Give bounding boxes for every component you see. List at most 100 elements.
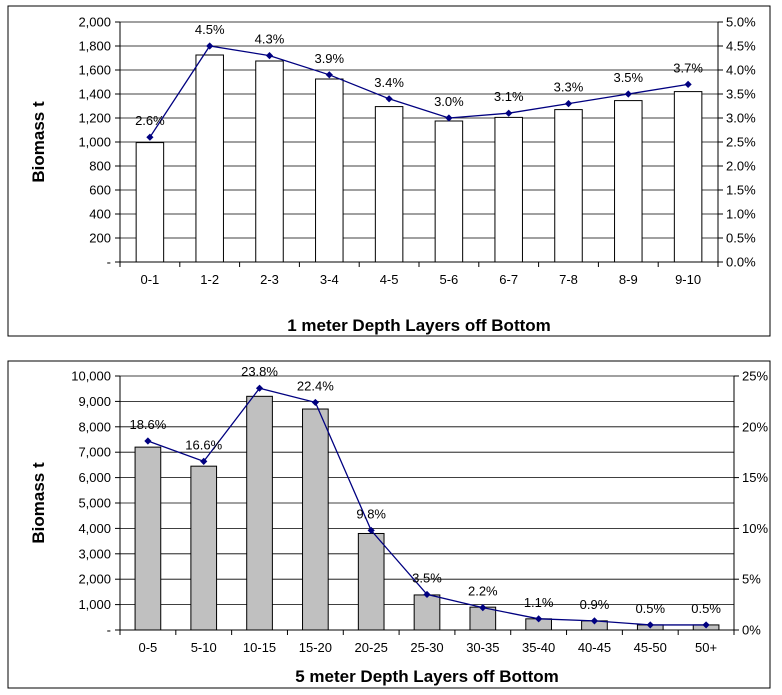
line-marker (206, 42, 214, 50)
line-marker (367, 526, 375, 535)
x-tick-label: 6-7 (499, 272, 518, 287)
line-marker (325, 71, 333, 79)
chart-1: - 200 400 600 800 1,000 1,200 1,400 1,600 1,800 2,… (7, 5, 771, 337)
bar-9-10 (673, 91, 703, 263)
data-label: 22.4% (297, 378, 334, 393)
data-label: 3.5% (613, 70, 643, 85)
x-axis-title: 5 meter Depth Layers off Bottom (295, 667, 559, 686)
bar-0-1 (135, 142, 165, 263)
line-marker (144, 437, 152, 445)
bar-4-5 (374, 106, 404, 263)
y2-tick-label: 1.5% (726, 183, 756, 198)
data-label: 0.5% (635, 601, 665, 616)
y2-tick-label: 0.0% (726, 255, 756, 270)
data-label: 0.5% (691, 601, 721, 616)
line-marker (445, 114, 453, 122)
data-label: 23.8% (241, 364, 278, 379)
y-tick-label: 10,000 (71, 369, 111, 384)
bar-15-20 (302, 408, 329, 631)
x-axis-title: 1 meter Depth Layers off Bottom (287, 316, 551, 335)
y-tick-label: 1,800 (78, 39, 111, 54)
x-tick-label: 5-10 (191, 640, 217, 655)
x-tick-label: 3-4 (320, 272, 339, 287)
x-tick-label: 1-2 (200, 272, 219, 287)
line-marker (385, 95, 393, 103)
y2-tick-label: 5.0% (726, 15, 756, 30)
x-tick-label: 5-6 (440, 272, 459, 287)
line-marker (505, 109, 513, 117)
y2-tick-label: 4.0% (726, 63, 756, 78)
x-tick-label: 0-5 (139, 640, 158, 655)
x-tick-label: 35-40 (522, 640, 555, 655)
line-marker (564, 100, 573, 108)
data-label: 0.9% (580, 597, 610, 612)
y2-tick-label: 5% (742, 572, 761, 587)
y-tick-label: 400 (89, 207, 111, 222)
data-label: 18.6% (129, 417, 166, 432)
bar-2-3 (255, 60, 284, 263)
y2-tick-label: 3.0% (726, 111, 756, 126)
line-marker (702, 621, 710, 629)
chart-2: - 1,000 2,000 3,000 4,000 5,000 6,000 7,000 8,00… (7, 360, 771, 689)
bar-6-7 (494, 116, 523, 263)
y-tick-label: 8,000 (78, 419, 111, 434)
y-tick-label: - (107, 255, 111, 270)
line-marker (255, 384, 264, 392)
x-tick-label: 4-5 (380, 272, 399, 287)
x-tick-label: 45-50 (634, 640, 667, 655)
data-label: 3.0% (434, 94, 464, 109)
x-tick-label: 30-35 (466, 640, 499, 655)
data-label: 3.9% (314, 51, 344, 66)
bar-5-10 (190, 465, 218, 631)
x-tick-label: 15-20 (299, 640, 332, 655)
bar-20-25 (357, 532, 385, 631)
y-tick-label: 1,200 (78, 111, 111, 126)
data-label: 2.2% (468, 584, 498, 599)
bar-10-15 (246, 395, 273, 631)
data-label: 3.1% (494, 89, 524, 104)
data-label: 3.3% (554, 80, 584, 95)
bar-8-9 (614, 100, 643, 263)
y2-tick-label: 2.5% (726, 135, 756, 150)
y2-tick-label: 20% (742, 419, 768, 434)
line-marker (265, 52, 274, 60)
x-tick-label: 7-8 (559, 272, 578, 287)
bar-3-4 (315, 78, 344, 263)
y-tick-label: 4,000 (78, 521, 111, 536)
line-marker (311, 398, 319, 407)
y-tick-label: 7,000 (78, 445, 111, 460)
data-label: 1.1% (524, 595, 554, 610)
x-tick-label: 20-25 (355, 640, 388, 655)
data-label: 4.3% (255, 32, 285, 47)
y2-tick-label: 2.0% (726, 159, 756, 174)
y2-tick-label: 0% (742, 623, 761, 638)
y2-tick-label: 15% (742, 470, 768, 485)
y-tick-label: 5,000 (78, 496, 111, 511)
line-marker (590, 617, 599, 625)
x-tick-label: 9-10 (675, 272, 701, 287)
line-marker (200, 457, 208, 465)
y-tick-label: 9,000 (78, 394, 111, 409)
y-tick-label: 1,000 (78, 135, 111, 150)
x-tick-label: 40-45 (578, 640, 611, 655)
x-tick-label: 8-9 (619, 272, 638, 287)
data-label: 3.5% (412, 570, 442, 585)
y-tick-label: 800 (89, 159, 111, 174)
y-tick-label: 2,000 (78, 572, 111, 587)
bar-1-2 (195, 54, 224, 263)
line-marker (684, 80, 692, 88)
x-tick-label: 0-1 (141, 272, 160, 287)
y2-tick-label: 25% (742, 369, 768, 384)
line-series (149, 45, 689, 138)
line-marker (624, 90, 632, 98)
y-tick-label: 600 (89, 183, 111, 198)
y-axis-title: Biomass t (29, 101, 48, 183)
y2-tick-label: 3.5% (726, 87, 756, 102)
line-marker (146, 133, 154, 141)
line-marker (646, 621, 654, 629)
data-label: 4.5% (195, 22, 225, 37)
y-tick-label: 3,000 (78, 546, 111, 561)
y2-tick-label: 0.5% (726, 231, 756, 246)
chart-frame (7, 360, 771, 689)
